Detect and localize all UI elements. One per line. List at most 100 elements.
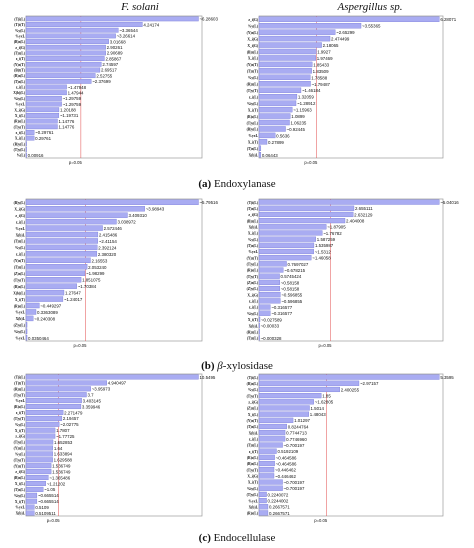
value-label: ~2.02775 xyxy=(60,422,79,427)
value-label: ~1.29759 xyxy=(63,96,82,101)
category-label: %yxL xyxy=(15,227,25,231)
value-label: 1.7807 xyxy=(56,428,70,433)
bar xyxy=(25,113,60,118)
bar xyxy=(258,139,268,145)
category-label: (R)y(L) xyxy=(13,142,25,146)
category-label: X(b)L xyxy=(16,233,26,237)
bar xyxy=(258,442,283,448)
bar xyxy=(258,55,316,61)
bar xyxy=(258,68,312,74)
value-label: 0.27899 xyxy=(268,140,284,145)
value-label: ~0.000328 xyxy=(261,336,282,341)
category-label: (T)z(L) xyxy=(247,207,259,211)
column-title-f-solani: F. solani xyxy=(121,1,159,13)
bar xyxy=(25,73,96,79)
category-label: (T)y(L) xyxy=(247,121,259,125)
category-label: (T)z(L) xyxy=(14,240,26,244)
bar xyxy=(25,270,86,276)
category-label: %y(L) xyxy=(248,238,259,242)
value-label: ~1.47948 xyxy=(68,85,87,90)
bar xyxy=(258,298,281,304)
bar xyxy=(25,124,58,130)
bar xyxy=(25,135,35,141)
p-value-label: p=0.05 xyxy=(74,343,88,348)
value-label: 1.536749 xyxy=(52,469,71,474)
value-label: 2.271479 xyxy=(64,410,83,415)
value-label: 0.06443 xyxy=(262,153,278,158)
value-label: 1.47944 xyxy=(68,90,84,95)
bar xyxy=(258,380,360,386)
category-label: %(L) xyxy=(17,154,26,158)
value-label: ~0.678215 xyxy=(284,268,305,273)
category-label: X_i(T) xyxy=(248,318,259,322)
value-label: 1.64 xyxy=(54,446,63,451)
bar xyxy=(25,386,91,392)
category-label: (B)t(T) xyxy=(14,69,26,73)
value-label: ~3.95973 xyxy=(92,387,111,392)
value-label: 2.474499 xyxy=(331,37,350,42)
bar xyxy=(258,29,336,35)
bar xyxy=(25,225,103,231)
category-label: (B)y(L) xyxy=(247,128,259,132)
category-label: (Y)z(T) xyxy=(14,63,26,67)
value-label: ~0.596855 xyxy=(281,293,302,298)
category-label: z_i(L) xyxy=(16,220,26,224)
category-label: (T)z(L) xyxy=(247,444,259,448)
bar xyxy=(258,100,297,106)
bar xyxy=(25,231,99,238)
value-label: 0.2240072 xyxy=(268,492,289,497)
category-label: (Z)z(L) xyxy=(14,272,26,276)
category-label: (B)z(L) xyxy=(247,219,259,223)
caption-c: (c) Endocellulase xyxy=(0,532,474,544)
category-label: (T)y(T) xyxy=(247,394,259,398)
bar xyxy=(25,469,52,475)
bar xyxy=(25,276,82,283)
value-label: 1.85433 xyxy=(313,62,329,67)
caption-b-beta: β xyxy=(217,360,223,372)
value-label: 1.85 xyxy=(322,394,331,399)
category-label: X_i(T) xyxy=(15,429,26,433)
value-label: 4.24174 xyxy=(143,22,159,27)
chart-b-f-solani: (B)y(L) ~5.79516 X_i(G) ~3.98943 z_i(G) 3.409… xyxy=(13,198,218,348)
bar xyxy=(258,430,286,436)
value-label: 1.97469 xyxy=(317,56,333,61)
category-label: X_i(L) xyxy=(15,114,26,118)
value-label: 0.00916 xyxy=(28,153,44,158)
category-label: (T)z(L) xyxy=(247,337,259,341)
category-label: X_i(G) xyxy=(247,44,258,48)
bar xyxy=(25,451,53,457)
category-label: X_i(T) xyxy=(248,108,259,112)
category-label: (T)y(L) xyxy=(247,493,259,497)
bar xyxy=(258,510,269,516)
bar xyxy=(25,90,67,96)
bar xyxy=(258,230,323,236)
value-label: 1.633894 xyxy=(54,452,73,457)
bar xyxy=(25,107,60,113)
value-label: ~1.77725 xyxy=(56,434,75,439)
bar xyxy=(258,22,362,29)
category-label: %yxL xyxy=(15,399,25,403)
category-label: %y(L) xyxy=(248,76,259,80)
bar xyxy=(258,119,290,126)
bar xyxy=(25,264,88,270)
category-label: X(b)(L) xyxy=(13,91,26,95)
value-label: 0.5109511 xyxy=(35,511,56,516)
category-label: (T)y(T) xyxy=(247,275,259,279)
value-label: 1.48043 xyxy=(310,412,326,417)
category-label: (R)z(L) xyxy=(14,387,26,391)
value-label: ~1.29759 xyxy=(63,102,82,107)
category-label: (T)y(L) xyxy=(247,263,259,267)
category-label: %y(L) xyxy=(15,246,26,250)
value-label: 0.5745424 xyxy=(281,274,302,279)
caption-c-text: Endocellulase xyxy=(213,532,276,544)
category-label: X_i(G) xyxy=(247,475,258,479)
value-label: 1.83509 xyxy=(313,69,329,74)
category-label: (Z)y(L) xyxy=(14,324,26,328)
value-label: 0.2667571 xyxy=(269,505,290,510)
category-label: X_i(L) xyxy=(248,57,259,61)
bar xyxy=(258,113,291,119)
category-label: %yxL xyxy=(248,250,258,254)
category-label: X_i(G) xyxy=(14,108,25,112)
value-label: ~5.04016 xyxy=(440,200,459,205)
bar xyxy=(25,141,27,147)
